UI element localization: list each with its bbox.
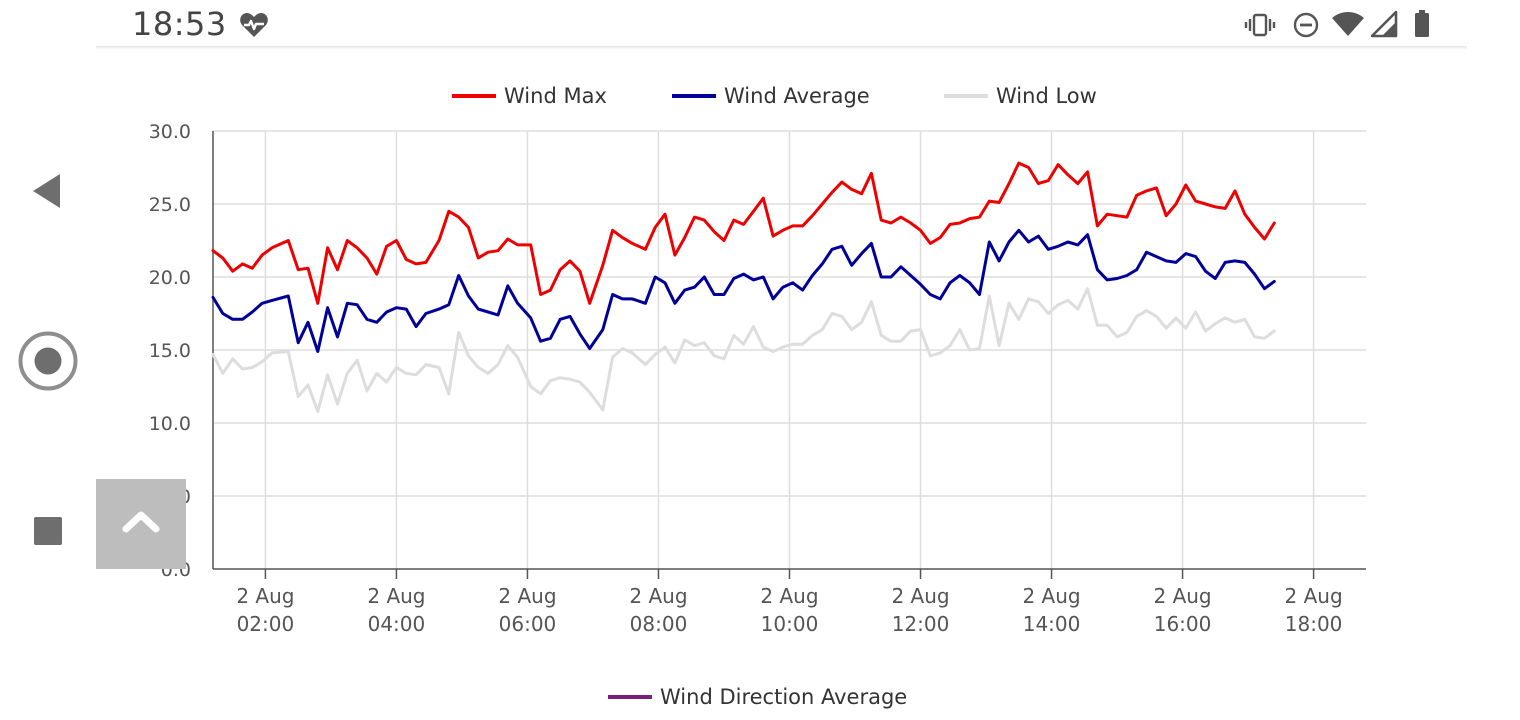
x-tick-label-date: 2 Aug bbox=[1285, 584, 1343, 608]
series-line-wind-avg bbox=[211, 228, 1276, 353]
x-tick-label-date: 2 Aug bbox=[1153, 584, 1211, 608]
legend-label-wind-low: Wind Low bbox=[996, 84, 1097, 108]
status-time: 18:53 bbox=[132, 5, 227, 43]
x-tick-label-date: 2 Aug bbox=[367, 584, 425, 608]
status-bar-shadow bbox=[96, 46, 1467, 50]
battery-icon bbox=[1415, 10, 1429, 37]
x-tick-label-time: 08:00 bbox=[630, 612, 688, 636]
x-tick-label-time: 06:00 bbox=[499, 612, 557, 636]
recents-square-icon[interactable] bbox=[33, 516, 63, 546]
heart-pulse-icon bbox=[240, 13, 268, 37]
cellular-signal-icon bbox=[1370, 10, 1398, 38]
x-tick-label-time: 14:00 bbox=[1023, 612, 1081, 636]
x-tick-label-time: 04:00 bbox=[368, 612, 426, 636]
legend-layer[interactable]: Wind Max Wind Average Wind Low Wind Directi… bbox=[452, 84, 1097, 709]
x-tick-label-time: 10:00 bbox=[761, 612, 819, 636]
legend-label-wind-max: Wind Max bbox=[504, 84, 607, 108]
x-tick-label-date: 2 Aug bbox=[891, 584, 949, 608]
y-tick-label: 10.0 bbox=[149, 413, 191, 435]
x-tick-label-time: 18:00 bbox=[1285, 612, 1343, 636]
x-tick-label-time: 02:00 bbox=[237, 612, 295, 636]
scroll-to-top-button[interactable] bbox=[96, 479, 186, 569]
y-tick-label: 20.0 bbox=[149, 267, 191, 289]
y-tick-label: 25.0 bbox=[149, 194, 191, 216]
series-line-wind-max bbox=[211, 161, 1276, 305]
x-tick-label-date: 2 Aug bbox=[1022, 584, 1080, 608]
x-tick-label-date: 2 Aug bbox=[760, 584, 818, 608]
vibrate-icon bbox=[1244, 13, 1276, 37]
x-tick-label-date: 2 Aug bbox=[236, 584, 294, 608]
y-tick-label: 15.0 bbox=[149, 340, 191, 362]
legend-label-wind-avg: Wind Average bbox=[724, 84, 870, 108]
wifi-icon bbox=[1332, 12, 1364, 36]
y-tick-label: 30.0 bbox=[149, 121, 191, 143]
x-tick-label-time: 16:00 bbox=[1154, 612, 1212, 636]
home-circle-icon[interactable] bbox=[17, 330, 79, 392]
series-line-wind-low bbox=[211, 287, 1276, 413]
grid-layer bbox=[213, 130, 1366, 569]
x-tick-label-time: 12:00 bbox=[892, 612, 950, 636]
x-tick-label-date: 2 Aug bbox=[629, 584, 687, 608]
status-bar bbox=[96, 0, 1467, 48]
do-not-disturb-icon bbox=[1293, 12, 1319, 38]
x-tick-label-date: 2 Aug bbox=[498, 584, 556, 608]
back-triangle-icon[interactable] bbox=[30, 172, 64, 210]
chevron-up-icon bbox=[122, 511, 160, 533]
series-layer bbox=[211, 161, 1276, 413]
legend-label-wind-dir: Wind Direction Average bbox=[660, 685, 907, 709]
